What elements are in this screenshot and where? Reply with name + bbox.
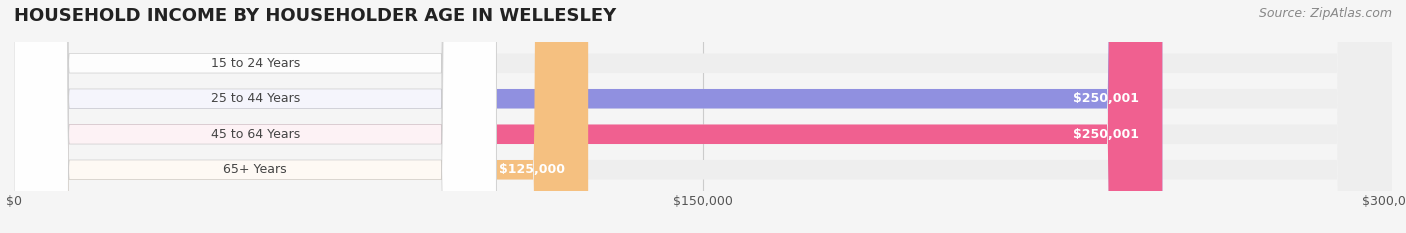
FancyBboxPatch shape	[14, 0, 1163, 233]
FancyBboxPatch shape	[14, 0, 588, 233]
Text: HOUSEHOLD INCOME BY HOUSEHOLDER AGE IN WELLESLEY: HOUSEHOLD INCOME BY HOUSEHOLDER AGE IN W…	[14, 7, 616, 25]
Text: 45 to 64 Years: 45 to 64 Years	[211, 128, 299, 141]
FancyBboxPatch shape	[14, 0, 1392, 233]
FancyBboxPatch shape	[14, 0, 496, 233]
FancyBboxPatch shape	[14, 0, 496, 233]
FancyBboxPatch shape	[14, 0, 1392, 233]
Text: 25 to 44 Years: 25 to 44 Years	[211, 92, 299, 105]
Text: Source: ZipAtlas.com: Source: ZipAtlas.com	[1258, 7, 1392, 20]
Text: $250,001: $250,001	[1073, 92, 1139, 105]
Text: 15 to 24 Years: 15 to 24 Years	[211, 57, 299, 70]
Text: $0: $0	[32, 57, 48, 70]
Text: $125,000: $125,000	[499, 163, 565, 176]
Text: $250,001: $250,001	[1073, 128, 1139, 141]
Text: 65+ Years: 65+ Years	[224, 163, 287, 176]
FancyBboxPatch shape	[14, 0, 1163, 233]
FancyBboxPatch shape	[14, 0, 496, 233]
FancyBboxPatch shape	[14, 0, 496, 233]
FancyBboxPatch shape	[14, 0, 1392, 233]
FancyBboxPatch shape	[14, 0, 1392, 233]
